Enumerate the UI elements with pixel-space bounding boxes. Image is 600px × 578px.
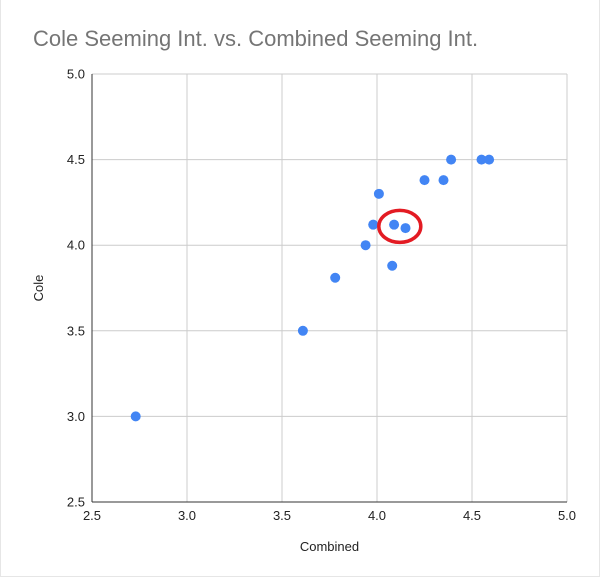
data-point bbox=[476, 154, 487, 165]
highlight-circle-annotation bbox=[377, 208, 423, 245]
y-tick-label: 2.5 bbox=[67, 495, 85, 510]
x-tick-label: 3.5 bbox=[273, 508, 291, 523]
data-point bbox=[389, 219, 400, 230]
x-axis-title: Combined bbox=[300, 539, 359, 554]
x-tick-label: 4.0 bbox=[368, 508, 386, 523]
chart-title: Cole Seeming Int. vs. Combined Seeming I… bbox=[33, 26, 479, 51]
x-tick-label: 3.0 bbox=[178, 508, 196, 523]
data-point bbox=[484, 154, 495, 165]
y-tick-label: 4.0 bbox=[67, 238, 85, 253]
y-axis-title: Cole bbox=[31, 275, 46, 302]
y-tick-label: 4.5 bbox=[67, 152, 85, 167]
data-point bbox=[368, 219, 379, 230]
data-point bbox=[130, 411, 141, 422]
data-point bbox=[387, 260, 398, 271]
data-point bbox=[297, 325, 308, 336]
data-point bbox=[373, 188, 384, 199]
data-point bbox=[360, 240, 371, 251]
x-tick-label: 2.5 bbox=[83, 508, 101, 523]
y-tick-label: 3.5 bbox=[67, 323, 85, 338]
data-point bbox=[419, 175, 430, 186]
data-point bbox=[438, 175, 449, 186]
data-point bbox=[400, 223, 411, 234]
data-point bbox=[330, 272, 341, 283]
x-tick-label: 5.0 bbox=[558, 508, 576, 523]
x-tick-label: 4.5 bbox=[463, 508, 481, 523]
y-tick-label: 5.0 bbox=[67, 67, 85, 82]
y-tick-label: 3.0 bbox=[67, 409, 85, 424]
data-point bbox=[446, 154, 457, 165]
